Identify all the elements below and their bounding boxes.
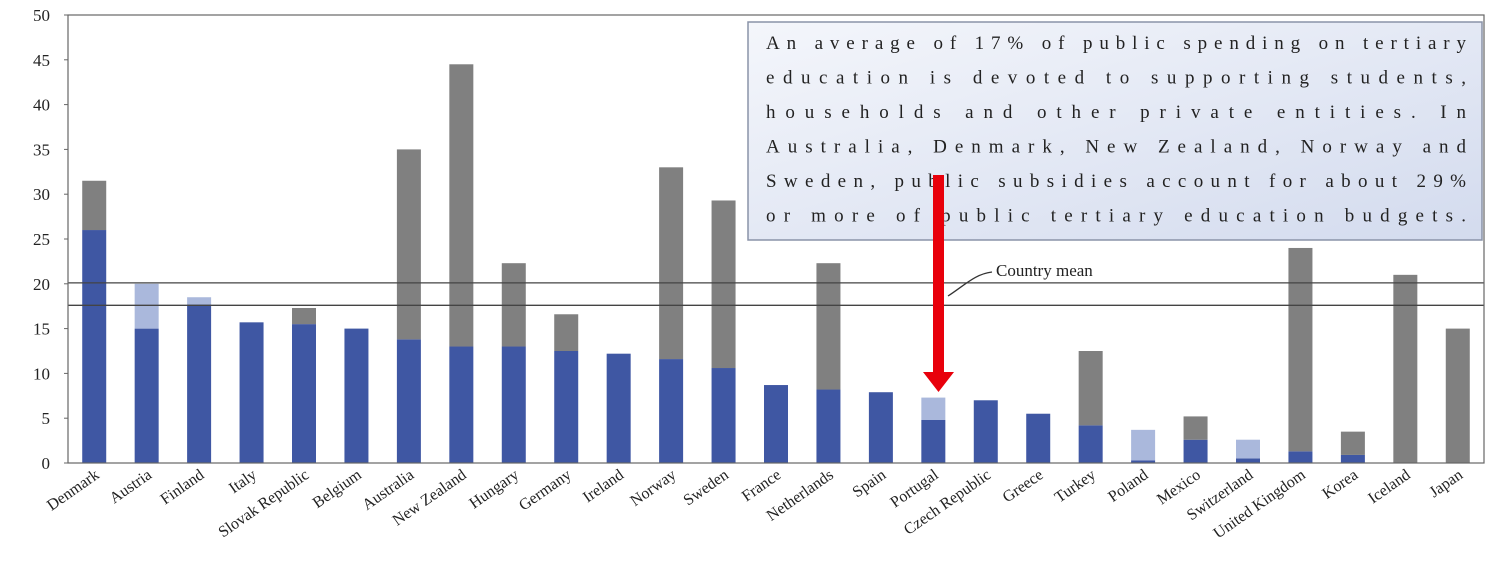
bar-segment: [659, 167, 684, 360]
y-tick-label: 50: [33, 6, 50, 25]
x-tick-label: Italy: [226, 466, 260, 497]
y-tick-label: 40: [33, 96, 50, 115]
bar-segment: [1078, 351, 1103, 426]
x-tick-label: Finland: [158, 466, 208, 508]
y-tick-label: 45: [33, 51, 50, 70]
bar-segment: [1131, 429, 1156, 461]
arrow-shaft: [933, 175, 944, 375]
bar-segment: [554, 314, 579, 351]
bar-segment: [659, 359, 684, 463]
bar-segment: [816, 389, 841, 463]
bar-segment: [1288, 247, 1313, 452]
arrow-head: [923, 372, 954, 392]
bar-segment: [764, 385, 788, 463]
x-tick-label: Slovak Republic: [216, 466, 313, 541]
x-tick-label: Iceland: [1365, 466, 1413, 507]
bar-segment: [396, 339, 421, 463]
x-tick-label: France: [739, 466, 784, 505]
y-tick-label: 30: [33, 185, 50, 204]
bar-segment: [82, 230, 107, 463]
bar-segment: [292, 307, 316, 325]
bar-segment: [134, 283, 159, 329]
bar-segment: [711, 200, 736, 369]
bar-segment: [606, 353, 631, 463]
x-tick-label: Spain: [850, 466, 890, 501]
bars: [68, 64, 1484, 463]
bar-segment: [554, 351, 579, 463]
reference-label: Country mean: [996, 261, 1093, 280]
bar-segment: [1288, 451, 1313, 463]
x-tick-label: Japan: [1426, 466, 1466, 501]
y-tick-label: 20: [33, 275, 50, 294]
y-tick-label: 35: [33, 140, 50, 159]
bar-segment: [396, 149, 421, 340]
x-tick-label: Hungary: [466, 466, 522, 512]
x-tick-label: Greece: [1000, 466, 1047, 506]
bar-segment: [1236, 458, 1260, 463]
y-tick-label: 10: [33, 364, 50, 383]
x-tick-label: Korea: [1319, 466, 1361, 502]
bar-segment: [1340, 431, 1365, 455]
bar-segment: [501, 346, 526, 463]
bar-segment: [134, 328, 159, 463]
bar-segment: [187, 297, 212, 305]
bar-segment: [187, 304, 212, 463]
bar-segment: [1236, 439, 1260, 459]
bar-segment: [1183, 439, 1208, 463]
bar-segment: [868, 392, 893, 463]
x-tick-label: Turkey: [1052, 466, 1099, 506]
y-tick-label: 25: [33, 230, 50, 249]
bar-segment: [239, 322, 264, 463]
x-tick-label: Norway: [627, 466, 679, 509]
x-tick-label: Ireland: [580, 466, 627, 506]
bar-segment: [1340, 454, 1365, 463]
bar-segment: [82, 180, 107, 231]
bar-segment: [344, 328, 369, 463]
bar-segment: [449, 346, 474, 463]
bar-segment: [1393, 274, 1418, 463]
red-arrow: [923, 175, 954, 392]
bar-segment: [1445, 328, 1470, 463]
x-tick-label: Austria: [107, 466, 155, 507]
bar-segment: [1131, 460, 1156, 463]
bar-segment: [1183, 416, 1208, 440]
x-tick-label: Poland: [1105, 466, 1151, 505]
y-tick-label: 5: [42, 409, 51, 428]
x-tick-label: Germany: [516, 466, 575, 514]
bar-segment: [1078, 425, 1103, 463]
bar-segment: [711, 368, 736, 463]
bar-segment: [973, 400, 998, 463]
y-tick-label: 15: [33, 320, 50, 339]
x-tick-label: Sweden: [681, 466, 732, 509]
annotation-line: An average of 17% of public spending on …: [766, 33, 1466, 54]
x-tick-label: United Kingdom: [1211, 466, 1310, 542]
label-leader: [947, 271, 993, 297]
bar-segment: [1026, 413, 1051, 463]
y-tick-label: 0: [42, 454, 51, 473]
x-tick-label: Denmark: [44, 466, 103, 514]
bar-segment: [921, 419, 946, 463]
bar-segment: [816, 263, 841, 390]
x-tick-label: Belgium: [310, 466, 365, 512]
annotation-box: An average of 17% of public spending on …: [747, 21, 1483, 241]
annotation-background: [747, 21, 1483, 241]
bar-segment: [292, 324, 316, 463]
bar-segment: [921, 397, 946, 420]
bar-segment: [449, 64, 474, 347]
